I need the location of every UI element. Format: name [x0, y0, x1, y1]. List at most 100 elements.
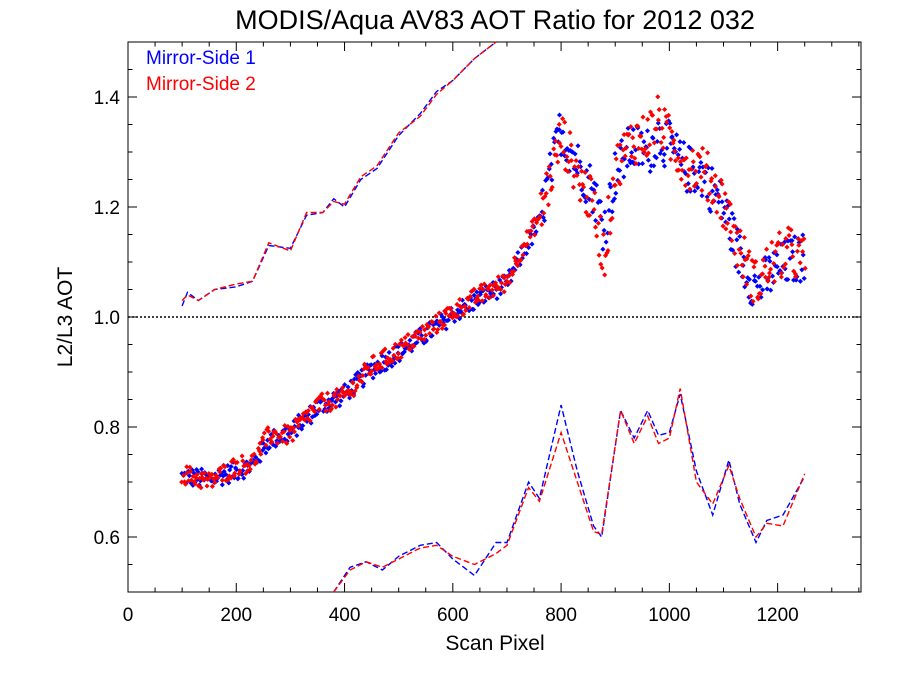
- series-2-point: [257, 440, 263, 446]
- series-2-point: [772, 249, 778, 255]
- series-2-point: [422, 327, 428, 333]
- series-2-point: [328, 406, 335, 412]
- series-2-point: [628, 153, 635, 159]
- series-1-point: [726, 216, 732, 222]
- series-2-point: [630, 135, 636, 141]
- series-2-point: [722, 191, 728, 197]
- series-2-point: [194, 472, 200, 478]
- series-2-point: [371, 353, 377, 359]
- series-1-point: [386, 349, 392, 355]
- series-2-point: [776, 230, 782, 236]
- series-2-point: [419, 323, 425, 330]
- series-2-point: [789, 242, 795, 248]
- series-2-point: [734, 262, 740, 268]
- series-1-point: [370, 375, 376, 381]
- series-2-point: [340, 385, 346, 391]
- series-2-point: [230, 457, 236, 463]
- series-2-point: [305, 408, 311, 414]
- series-2-point: [324, 390, 331, 396]
- series-2-point: [219, 477, 225, 483]
- series-2-point: [448, 306, 454, 312]
- series-1-point: [372, 370, 379, 377]
- series-2-point: [565, 169, 571, 175]
- y-axis-label: L2/L3 AOT: [54, 267, 77, 368]
- series-2-point: [780, 241, 786, 247]
- series-2-point: [214, 475, 220, 481]
- series-2-point: [240, 458, 246, 464]
- series-2-point: [740, 274, 746, 280]
- series-2-point: [501, 289, 507, 295]
- series-2-point: [792, 271, 799, 277]
- series-1-point: [714, 187, 720, 193]
- series-2-point: [532, 232, 538, 238]
- series-2-point: [275, 440, 281, 446]
- series-1-point: [494, 296, 500, 302]
- series-2-point: [180, 473, 187, 479]
- series-2-point: [319, 391, 325, 397]
- series-1-point: [443, 326, 449, 332]
- series-2-point: [794, 248, 800, 254]
- series-2-point: [435, 326, 441, 333]
- series-1-point: [602, 209, 608, 215]
- data-points: [179, 94, 808, 491]
- x-tick-label: 400: [329, 605, 361, 626]
- series-1-point: [407, 337, 413, 343]
- series-2-point: [462, 303, 468, 309]
- series-1-point: [729, 210, 735, 216]
- series-2-point: [248, 457, 254, 463]
- series-2-point: [405, 332, 411, 338]
- series-2-point: [797, 260, 803, 266]
- series-1-point: [577, 159, 583, 165]
- series-2-point: [595, 220, 601, 226]
- series-2-point: [781, 264, 787, 270]
- series-2-point: [545, 202, 551, 208]
- series-2-point: [645, 116, 651, 122]
- envelope-lines: [181, 41, 806, 593]
- series-2-point: [321, 397, 327, 403]
- series-2-point: [279, 438, 286, 445]
- series-2-point: [247, 466, 253, 472]
- series-1-point: [482, 298, 488, 304]
- series-2-point: [307, 418, 313, 424]
- series-2-point: [467, 293, 473, 299]
- series-1-point: [645, 157, 651, 163]
- series-2-point: [613, 156, 619, 162]
- series-1-point: [767, 258, 773, 264]
- series-2-point: [475, 297, 481, 303]
- series-2-point: [374, 361, 380, 368]
- series-1-point: [641, 139, 647, 145]
- series-2-point: [266, 428, 272, 434]
- series-2-point: [471, 286, 477, 292]
- chart-title: MODIS/Aqua AV83 AOT Ratio for 2012 032: [235, 5, 755, 35]
- series-2-point: [600, 231, 607, 237]
- series-2-point: [261, 430, 267, 436]
- series-2-lower-envelope-line: [333, 388, 806, 593]
- series-1-point: [471, 306, 477, 313]
- series-2-point: [291, 429, 297, 435]
- series-1-point: [619, 138, 625, 144]
- series-2-point: [490, 293, 496, 299]
- series-1-point: [621, 174, 627, 180]
- series-2-point: [528, 228, 534, 234]
- series-2-point: [451, 310, 457, 317]
- series-2-point: [539, 222, 545, 228]
- series-1-point: [587, 162, 593, 168]
- series-2-point: [489, 287, 495, 293]
- series-1-point: [547, 151, 553, 157]
- series-2-point: [555, 159, 561, 165]
- series-2-point: [392, 341, 398, 347]
- series-2-point: [647, 142, 653, 148]
- series-2-point: [486, 295, 492, 301]
- series-2-point: [703, 162, 710, 168]
- series-2-point: [760, 271, 766, 277]
- series-2-point: [568, 157, 574, 164]
- series-2-point: [672, 148, 678, 154]
- series-2-point: [433, 313, 439, 319]
- series-1-point: [644, 128, 651, 134]
- series-1-point: [734, 237, 740, 243]
- series-2-point: [466, 305, 472, 311]
- series-2-point: [323, 408, 329, 414]
- series-2-point: [678, 176, 684, 182]
- series-2-point: [379, 365, 385, 371]
- series-2-point: [655, 117, 661, 123]
